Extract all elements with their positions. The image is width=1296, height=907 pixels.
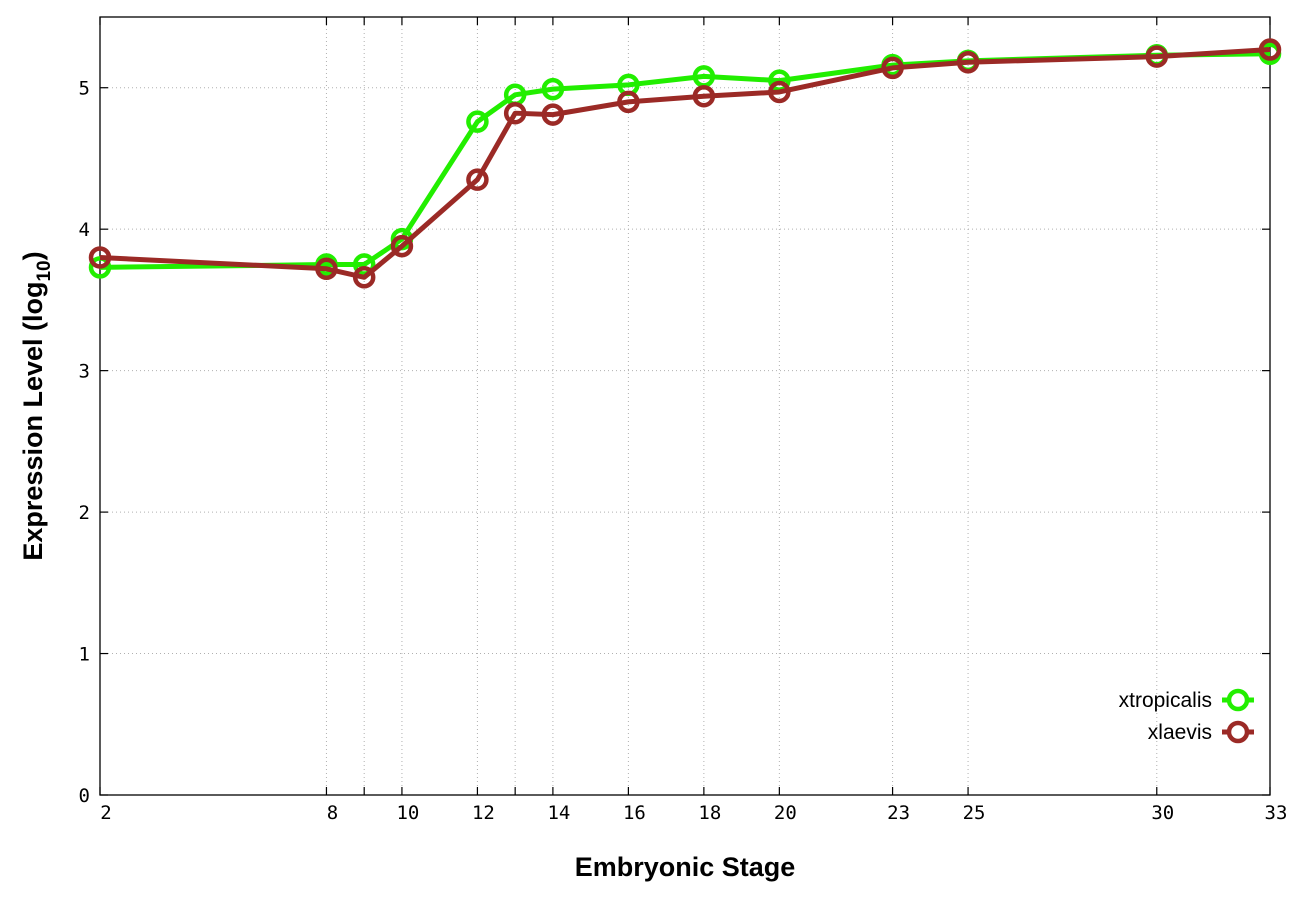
data-point: [466, 110, 489, 133]
x-tick-label: 20: [774, 802, 797, 824]
data-point: [881, 56, 904, 80]
data-point: [692, 84, 716, 108]
legend: xtropicalis xlaevis: [1119, 688, 1254, 744]
x-tick-label: 25: [963, 802, 986, 824]
series-xtropicalis: [88, 42, 1282, 279]
data-point: [352, 253, 376, 276]
x-tick-label: 16: [623, 802, 646, 824]
x-tick-label: 2: [100, 802, 111, 824]
x-tick-label: 8: [327, 802, 338, 824]
y-axis-title-close: ): [18, 251, 48, 260]
data-point: [617, 90, 640, 114]
y-axis-title: Expression Level (log10): [18, 251, 55, 560]
legend-swatch-marker: [1226, 720, 1250, 744]
legend-swatch-marker: [1226, 688, 1250, 712]
x-tick-label: 14: [547, 802, 570, 824]
x-axis-title: Embryonic Stage: [575, 852, 796, 882]
data-point: [390, 234, 414, 258]
data-point: [541, 77, 565, 101]
data-point: [88, 246, 112, 269]
plot-frame: [99, 16, 1271, 796]
data-point: [315, 257, 338, 281]
y-axis-title-main: Expression Level (log: [18, 282, 48, 561]
series-line-xlaevis: [99, 47, 1271, 280]
y-tick-label: 0: [79, 785, 90, 807]
data-point: [956, 51, 980, 74]
data-point: [352, 266, 376, 289]
data-point: [503, 101, 527, 125]
data-point: [1145, 45, 1169, 68]
x-tick-label: 18: [698, 802, 721, 824]
y-axis-title-subscript: 10: [34, 260, 55, 281]
y-tick-label: 1: [79, 644, 90, 666]
x-tick-label: 23: [887, 802, 910, 824]
series-layer: [88, 38, 1282, 289]
y-tick-label: 2: [79, 502, 90, 524]
y-tick-label: 5: [79, 78, 90, 100]
x-tick-label: 10: [396, 802, 419, 824]
y-tick-label: 3: [79, 361, 90, 383]
series-line-xtropicalis: [99, 51, 1271, 270]
grid: [100, 17, 1270, 795]
x-tick-label: 30: [1151, 802, 1174, 824]
data-point: [768, 80, 791, 104]
legend-label: xlaevis: [1148, 721, 1212, 744]
data-point: [466, 168, 489, 191]
axis-ticks: [99, 17, 1271, 796]
data-point: [1258, 38, 1282, 61]
x-tick-label: 33: [1265, 802, 1288, 824]
y-tick-label: 4: [79, 219, 90, 241]
x-tick-label: 12: [472, 802, 495, 824]
legend-label: xtropicalis: [1119, 689, 1212, 712]
data-point: [541, 103, 565, 126]
series-xlaevis: [88, 38, 1282, 289]
